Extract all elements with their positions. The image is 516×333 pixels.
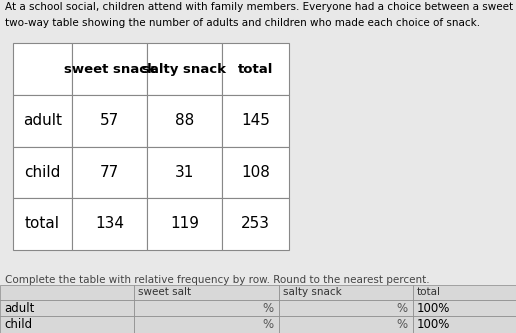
Text: %: %	[396, 318, 408, 331]
Text: total: total	[25, 216, 60, 231]
Bar	[279, 316, 413, 333]
Bar	[72, 95, 147, 147]
Text: %: %	[262, 318, 273, 331]
Bar	[413, 285, 516, 300]
Text: 100%: 100%	[417, 318, 450, 331]
Bar	[72, 198, 147, 250]
Text: 145: 145	[241, 113, 270, 128]
Bar	[0, 300, 134, 316]
Text: %: %	[396, 301, 408, 315]
Bar	[279, 300, 413, 316]
Text: 108: 108	[241, 165, 270, 180]
Text: total: total	[417, 287, 441, 297]
Text: adult: adult	[23, 113, 62, 128]
Text: 119: 119	[170, 216, 199, 231]
Bar	[72, 147, 147, 198]
Text: 134: 134	[95, 216, 124, 231]
Bar	[279, 285, 413, 300]
Bar	[413, 316, 516, 333]
Bar	[413, 300, 516, 316]
Text: 77: 77	[100, 165, 119, 180]
Bar	[134, 285, 279, 300]
Text: 100%: 100%	[417, 301, 450, 315]
Bar	[13, 147, 72, 198]
Text: sweet snack: sweet snack	[63, 63, 156, 76]
Bar	[134, 316, 279, 333]
Bar	[147, 147, 222, 198]
Text: total: total	[238, 63, 273, 76]
Text: 57: 57	[100, 113, 119, 128]
Bar	[134, 300, 279, 316]
Bar	[0, 285, 134, 300]
Bar	[0, 316, 134, 333]
Bar	[13, 95, 72, 147]
Text: sweet salt: sweet salt	[138, 287, 191, 297]
Bar	[147, 43, 222, 95]
Text: 88: 88	[175, 113, 194, 128]
Text: two-way table showing the number of adults and children who made each choice of : two-way table showing the number of adul…	[5, 18, 480, 28]
Text: 253: 253	[241, 216, 270, 231]
Text: child: child	[4, 318, 33, 331]
Text: adult: adult	[4, 301, 35, 315]
Bar	[72, 43, 147, 95]
Text: salty snack: salty snack	[283, 287, 342, 297]
Bar	[147, 95, 222, 147]
Bar	[13, 198, 72, 250]
Text: child: child	[24, 165, 61, 180]
Text: Complete the table with relative frequency by row. Round to the nearest percent.: Complete the table with relative frequen…	[5, 275, 430, 285]
Bar	[147, 198, 222, 250]
Text: %: %	[262, 301, 273, 315]
Text: 31: 31	[175, 165, 194, 180]
Bar	[222, 198, 289, 250]
Bar	[222, 147, 289, 198]
Bar	[222, 95, 289, 147]
Bar	[13, 43, 72, 95]
Bar	[222, 43, 289, 95]
Text: salty snack: salty snack	[142, 63, 227, 76]
Text: At a school social, children attend with family members. Everyone had a choice b: At a school social, children attend with…	[5, 2, 516, 12]
